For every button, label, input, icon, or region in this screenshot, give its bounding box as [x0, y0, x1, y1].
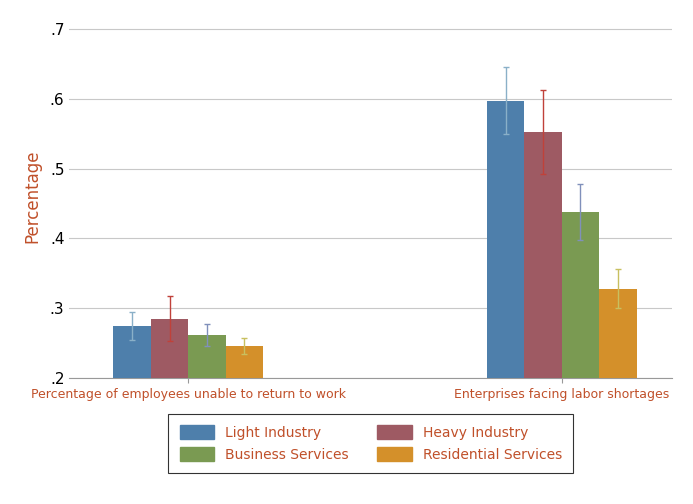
- Bar: [188, 335, 225, 378]
- Bar: [114, 327, 151, 378]
- Legend: Light Industry, Business Services, Heavy Industry, Residential Services: Light Industry, Business Services, Heavy…: [168, 414, 573, 473]
- Y-axis label: Percentage: Percentage: [24, 150, 42, 243]
- Bar: [487, 101, 525, 378]
- Bar: [562, 212, 599, 378]
- Bar: [525, 132, 562, 378]
- Bar: [599, 289, 637, 378]
- Bar: [225, 346, 263, 378]
- Bar: [151, 319, 188, 378]
